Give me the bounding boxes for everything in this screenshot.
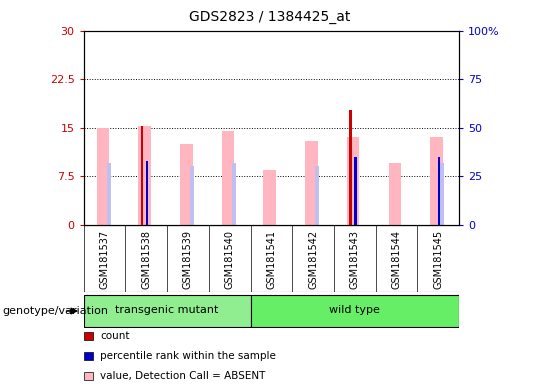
Text: count: count: [100, 331, 130, 341]
Text: GSM181545: GSM181545: [433, 230, 443, 289]
Bar: [146, 161, 148, 225]
Bar: [251, 296, 459, 326]
Bar: [190, 167, 194, 225]
Bar: [354, 157, 357, 225]
Bar: [349, 109, 352, 225]
Bar: [305, 141, 318, 225]
Bar: [222, 131, 234, 225]
Bar: [438, 157, 440, 225]
Text: GSM181544: GSM181544: [392, 230, 401, 289]
Bar: [106, 163, 111, 225]
Bar: [138, 126, 151, 225]
Text: GSM181543: GSM181543: [350, 230, 360, 289]
Bar: [388, 163, 401, 225]
Bar: [97, 128, 109, 225]
Bar: [84, 296, 251, 326]
Bar: [141, 126, 143, 225]
Text: GSM181542: GSM181542: [308, 230, 318, 289]
Bar: [180, 144, 193, 225]
Text: percentile rank within the sample: percentile rank within the sample: [100, 351, 276, 361]
Text: value, Detection Call = ABSENT: value, Detection Call = ABSENT: [100, 371, 265, 381]
Bar: [264, 170, 276, 225]
Text: GDS2823 / 1384425_at: GDS2823 / 1384425_at: [190, 10, 350, 23]
Bar: [315, 167, 319, 225]
Text: genotype/variation: genotype/variation: [3, 306, 109, 316]
Bar: [347, 137, 359, 225]
Bar: [430, 137, 443, 225]
Text: transgenic mutant: transgenic mutant: [116, 305, 219, 315]
Text: GSM181537: GSM181537: [99, 230, 110, 289]
Text: GSM181540: GSM181540: [225, 230, 235, 289]
Bar: [232, 163, 236, 225]
Text: wild type: wild type: [329, 305, 380, 315]
Text: GSM181541: GSM181541: [266, 230, 276, 289]
Text: GSM181538: GSM181538: [141, 230, 151, 289]
Text: GSM181539: GSM181539: [183, 230, 193, 289]
Bar: [440, 163, 444, 225]
